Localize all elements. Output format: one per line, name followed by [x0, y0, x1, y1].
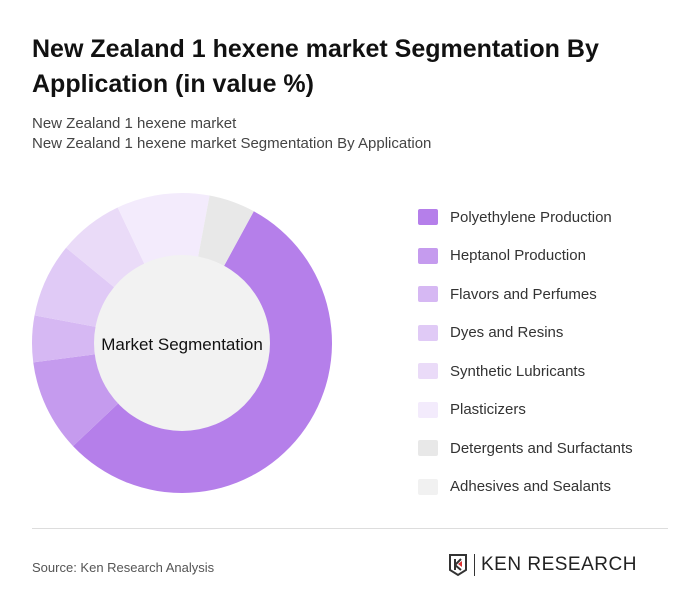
legend-label: Flavors and Perfumes [450, 285, 597, 303]
legend: Polyethylene Production Heptanol Producti… [418, 198, 633, 506]
legend-swatch [418, 209, 438, 226]
subtitle-1: New Zealand 1 hexene market [32, 115, 237, 132]
donut-center [94, 255, 270, 431]
logo-text: KEN RESEARCH [481, 554, 637, 575]
legend-swatch [418, 324, 438, 341]
legend-swatch [418, 286, 438, 303]
legend-item: Dyes and Resins [418, 314, 633, 353]
legend-item: Heptanol Production [418, 237, 633, 276]
legend-label: Adhesives and Sealants [450, 478, 611, 496]
legend-swatch [418, 247, 438, 264]
legend-item: Detergents and Surfactants [418, 429, 633, 468]
legend-label: Polyethylene Production [450, 208, 612, 226]
legend-swatch [418, 440, 438, 457]
center-label: Market Segmentation [101, 335, 263, 354]
legend-swatch [418, 478, 438, 495]
legend-item: Flavors and Perfumes [418, 275, 633, 314]
legend-item: Synthetic Lubricants [418, 352, 633, 391]
logo-shield-icon [449, 554, 467, 577]
legend-label: Detergents and Surfactants [450, 439, 633, 457]
legend-item: Adhesives and Sealants [418, 468, 633, 507]
legend-label: Heptanol Production [450, 247, 586, 265]
source-text: Source: Ken Research Analysis [32, 560, 215, 575]
legend-swatch [418, 363, 438, 380]
legend-label: Plasticizers [450, 401, 526, 419]
ken-research-logo: KEN RESEARCH [448, 553, 637, 577]
legend-label: Dyes and Resins [450, 324, 564, 342]
legend-label: Synthetic Lubricants [450, 362, 586, 380]
legend-swatch [418, 401, 438, 418]
chart-title: New Zealand 1 hexene market Segmentation… [32, 35, 599, 98]
legend-item: Plasticizers [418, 391, 633, 430]
legend-item: Polyethylene Production [418, 198, 633, 237]
divider [32, 528, 668, 529]
subtitle-2: New Zealand 1 hexene market Segmentation… [32, 135, 432, 152]
